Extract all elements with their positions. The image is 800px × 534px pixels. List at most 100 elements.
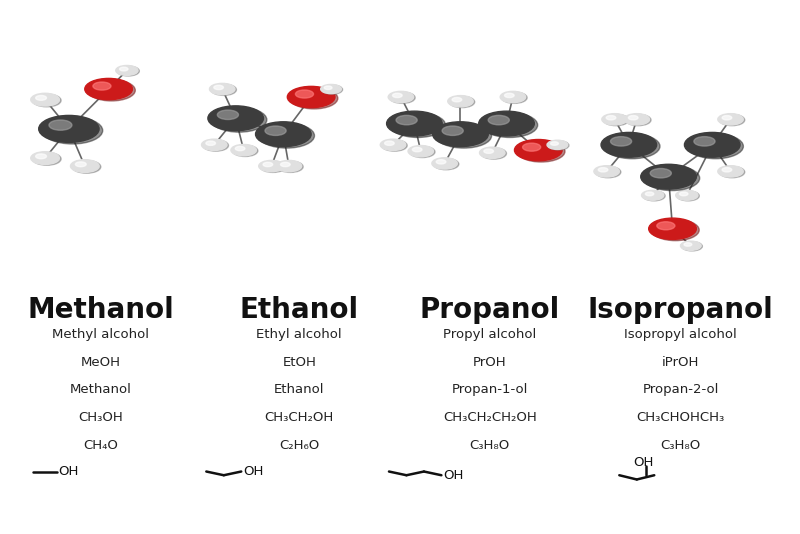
Text: OH: OH	[443, 469, 463, 482]
Ellipse shape	[322, 85, 342, 94]
Text: CH₃OH: CH₃OH	[78, 411, 123, 424]
Text: Ethanol: Ethanol	[240, 296, 358, 324]
Ellipse shape	[49, 120, 72, 130]
Ellipse shape	[628, 115, 638, 120]
Ellipse shape	[601, 132, 657, 157]
Text: Ethyl alcohol: Ethyl alcohol	[257, 328, 342, 341]
Text: EtOH: EtOH	[282, 356, 316, 368]
Ellipse shape	[287, 87, 335, 108]
Ellipse shape	[719, 167, 745, 178]
Ellipse shape	[610, 137, 632, 146]
Ellipse shape	[321, 84, 342, 93]
Ellipse shape	[641, 164, 696, 189]
Ellipse shape	[30, 93, 59, 106]
Ellipse shape	[386, 111, 442, 136]
Ellipse shape	[626, 114, 651, 125]
Ellipse shape	[116, 66, 138, 75]
Ellipse shape	[385, 141, 394, 145]
Ellipse shape	[452, 98, 462, 102]
Ellipse shape	[210, 83, 235, 95]
Ellipse shape	[396, 115, 417, 125]
Ellipse shape	[258, 160, 284, 172]
Ellipse shape	[211, 84, 237, 96]
Ellipse shape	[722, 168, 732, 172]
Text: C₃H₈O: C₃H₈O	[660, 438, 701, 452]
Ellipse shape	[119, 67, 128, 71]
Ellipse shape	[117, 66, 139, 76]
Ellipse shape	[649, 218, 696, 239]
Ellipse shape	[410, 146, 435, 158]
Ellipse shape	[681, 241, 701, 250]
Ellipse shape	[436, 160, 446, 164]
Ellipse shape	[85, 78, 133, 100]
Ellipse shape	[684, 243, 692, 246]
Ellipse shape	[93, 82, 111, 90]
Ellipse shape	[72, 160, 101, 173]
Ellipse shape	[218, 110, 238, 120]
Ellipse shape	[484, 149, 494, 153]
Ellipse shape	[606, 115, 616, 120]
Text: PrOH: PrOH	[473, 356, 506, 368]
Ellipse shape	[685, 132, 740, 157]
Ellipse shape	[505, 93, 514, 98]
Ellipse shape	[677, 191, 699, 201]
Ellipse shape	[514, 139, 562, 161]
Ellipse shape	[694, 137, 715, 146]
Ellipse shape	[676, 190, 698, 200]
Text: Methanol: Methanol	[27, 296, 174, 324]
Ellipse shape	[260, 161, 286, 172]
Ellipse shape	[255, 122, 311, 147]
Ellipse shape	[644, 166, 700, 191]
Ellipse shape	[42, 117, 102, 144]
Ellipse shape	[75, 162, 86, 167]
Ellipse shape	[390, 113, 446, 137]
Ellipse shape	[448, 96, 473, 107]
Ellipse shape	[604, 134, 660, 159]
Ellipse shape	[518, 141, 565, 162]
Ellipse shape	[70, 160, 99, 172]
Ellipse shape	[36, 96, 46, 100]
Ellipse shape	[214, 85, 223, 90]
Ellipse shape	[390, 92, 415, 104]
Ellipse shape	[595, 167, 621, 178]
Ellipse shape	[278, 161, 303, 172]
Ellipse shape	[488, 115, 510, 125]
Ellipse shape	[324, 86, 332, 90]
Text: Ethanol: Ethanol	[274, 383, 325, 396]
Ellipse shape	[388, 91, 414, 103]
Text: Isopropyl alcohol: Isopropyl alcohol	[624, 328, 737, 341]
Ellipse shape	[202, 139, 227, 151]
Ellipse shape	[203, 140, 229, 151]
Ellipse shape	[433, 122, 488, 147]
Ellipse shape	[500, 91, 526, 103]
Text: Methyl alcohol: Methyl alcohol	[52, 328, 149, 341]
Ellipse shape	[679, 192, 688, 196]
Ellipse shape	[382, 140, 407, 151]
Ellipse shape	[479, 147, 505, 159]
Ellipse shape	[33, 153, 61, 165]
Ellipse shape	[276, 160, 302, 172]
Text: OH: OH	[633, 456, 654, 469]
Text: Propan-2-ol: Propan-2-ol	[642, 383, 718, 396]
Text: Propan-1-ol: Propan-1-ol	[452, 383, 528, 396]
Ellipse shape	[259, 123, 314, 148]
Ellipse shape	[211, 107, 267, 132]
Ellipse shape	[30, 152, 59, 164]
Ellipse shape	[436, 123, 491, 148]
Text: Isopropanol: Isopropanol	[587, 296, 774, 324]
Ellipse shape	[651, 219, 699, 241]
Text: CH₃CH₂CH₂OH: CH₃CH₂CH₂OH	[443, 411, 537, 424]
Ellipse shape	[281, 162, 290, 167]
Ellipse shape	[643, 191, 665, 201]
Ellipse shape	[624, 114, 650, 125]
Ellipse shape	[295, 90, 314, 98]
Text: CH₃CHOHCH₃: CH₃CHOHCH₃	[636, 411, 725, 424]
Ellipse shape	[688, 134, 743, 159]
Ellipse shape	[657, 222, 675, 230]
Ellipse shape	[235, 146, 245, 151]
Ellipse shape	[548, 141, 569, 150]
Text: Propyl alcohol: Propyl alcohol	[443, 328, 537, 341]
Ellipse shape	[412, 147, 422, 152]
Ellipse shape	[434, 159, 459, 170]
Text: iPrOH: iPrOH	[662, 356, 699, 368]
